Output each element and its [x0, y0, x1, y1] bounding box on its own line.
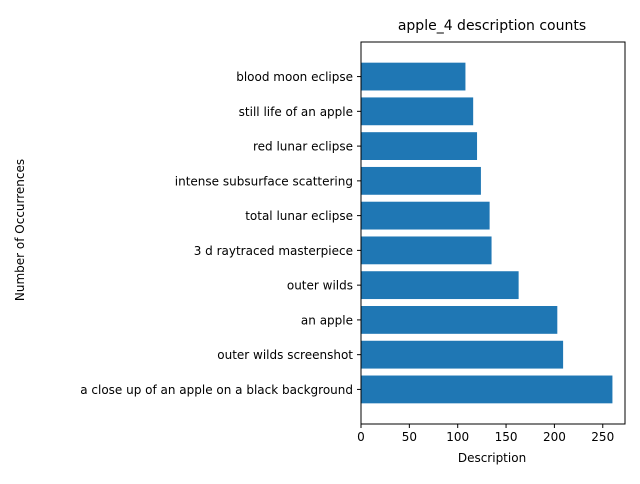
y-tick-label: red lunar eclipse — [253, 140, 353, 154]
x-tick-label: 100 — [446, 430, 469, 444]
bar — [361, 271, 519, 300]
x-tick-label: 250 — [591, 430, 614, 444]
bar — [361, 166, 481, 195]
y-tick-label: 3 d raytraced masterpiece — [194, 244, 353, 258]
bar — [361, 340, 564, 369]
bars-layer — [361, 62, 613, 404]
y-tick-label: an apple — [301, 313, 353, 327]
chart-title: apple_4 description counts — [398, 18, 586, 34]
bar — [361, 132, 478, 160]
y-tick-label: a close up of an apple on a black backgr… — [80, 383, 353, 397]
bar — [361, 236, 492, 265]
y-tick-label: blood moon eclipse — [236, 70, 353, 84]
x-ticks: 0 50 100 150 200 250 — [357, 424, 614, 444]
y-tick-label: outer wilds — [287, 279, 353, 293]
x-tick-label: 150 — [495, 430, 518, 444]
bar — [361, 62, 466, 91]
x-tick-label: 50 — [402, 430, 417, 444]
x-tick-label: 200 — [543, 430, 566, 444]
y-axis-label: Number of Occurrences — [13, 159, 27, 301]
y-tick-label: outer wilds screenshot — [217, 348, 353, 362]
plot-frame — [360, 41, 626, 425]
x-tick-label: 0 — [357, 430, 365, 444]
y-tick-label: intense subsurface scattering — [175, 174, 353, 188]
bar — [361, 201, 490, 230]
bar — [361, 375, 613, 404]
bar — [361, 306, 558, 334]
y-ticks: a close up of an apple on a black backgr… — [80, 70, 361, 397]
x-axis-label: Description — [458, 451, 526, 465]
y-tick-label: total lunar eclipse — [245, 209, 353, 223]
bar — [361, 97, 474, 126]
y-tick-label: still life of an apple — [239, 105, 353, 119]
axes-frame — [360, 41, 626, 425]
